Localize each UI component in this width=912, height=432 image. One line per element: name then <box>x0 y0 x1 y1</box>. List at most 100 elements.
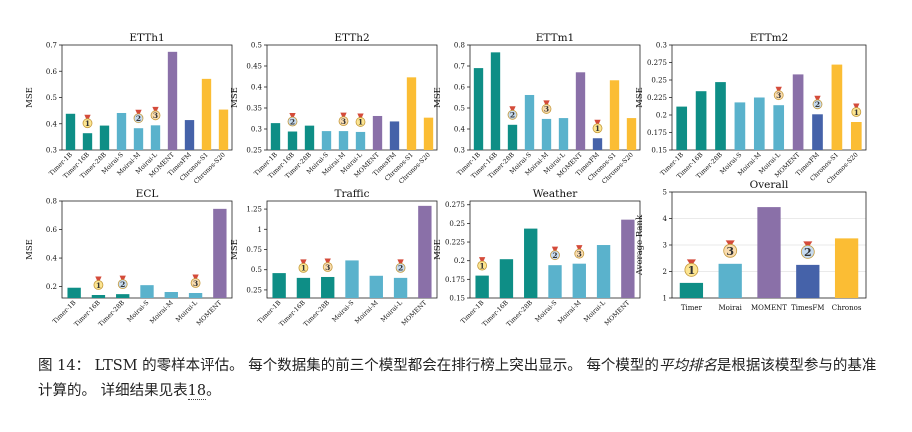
y-tick-label-4-0: 0.2 <box>46 283 57 291</box>
bar-5-2 <box>321 276 335 298</box>
medal-rank-label-0-5: 3 <box>153 111 158 120</box>
medal-ribbon-icon-3-5 <box>775 86 782 92</box>
medal-rank-label-5-2: 3 <box>325 263 330 272</box>
medal-ribbon-icon-6-3 <box>551 246 559 252</box>
medal-icon-3-5 <box>773 90 784 101</box>
caption-italic: 平均排名 <box>658 358 717 374</box>
y-axis-label-5: MSE <box>230 239 240 260</box>
medal-ribbon-icon-2-4 <box>543 100 550 106</box>
chart-title-7: Overall <box>750 179 789 191</box>
caption-text-1: LTSM 的零样本评估。 每个数据集的前三个模型都会在排行榜上突出显示。 每个模… <box>94 358 659 374</box>
medal-rank-label-5-5: 2 <box>398 264 403 273</box>
bar-4-1 <box>91 295 106 298</box>
y-tick-label-2-2: 0.5 <box>454 105 465 113</box>
axes-frame-4 <box>61 200 233 299</box>
y-tick-label-5-0: 0.25 <box>246 286 262 294</box>
y-tick-label-5-4: 1.25 <box>246 206 262 214</box>
medal-icon-2-4 <box>541 104 552 114</box>
y-tick-label-4-1: 0.4 <box>46 255 58 263</box>
x-tick-label-7-2: MOMENT <box>751 304 787 312</box>
bar-0-8 <box>201 78 212 150</box>
bar-5-5 <box>393 277 408 298</box>
medal-icon-4-1 <box>93 280 104 290</box>
medal-ribbon-icon-4-2 <box>119 275 126 281</box>
bar-2-1 <box>490 52 501 150</box>
y-tick-label-6-0: 0.15 <box>449 295 465 303</box>
y-axis-label-7: Average Rank <box>635 214 645 276</box>
bar-2-3 <box>524 94 535 150</box>
y-tick-label-5-2: 0.75 <box>246 246 262 254</box>
x-tick-label-5-6: MOMENT <box>400 299 428 327</box>
bar-1-7 <box>389 121 400 150</box>
medal-rank-label-4-5: 3 <box>193 279 198 288</box>
table-reference-link[interactable]: 18 <box>187 383 207 400</box>
chart-title-0: ETTh1 <box>129 32 164 44</box>
x-tick-label-4-3: Moirai-S <box>126 299 150 323</box>
medal-icon-3-9 <box>851 107 862 117</box>
bar-6-1 <box>499 259 514 298</box>
bar-1-2 <box>304 125 315 150</box>
bar-6-3 <box>548 265 562 298</box>
medal-rank-label-7-3: 2 <box>804 246 812 259</box>
medal-icon-6-0 <box>477 260 488 271</box>
y-axis-label-1: MSE <box>230 87 240 108</box>
y-tick-label-6-5: 0.275 <box>445 201 465 209</box>
bar-5-0 <box>272 273 286 298</box>
medal-ribbon-icon-5-5 <box>397 259 404 265</box>
y-tick-label-3-0: 0.15 <box>651 147 667 155</box>
bar-2-8 <box>609 80 620 150</box>
bar-3-0 <box>676 106 688 150</box>
bar-3-9 <box>850 122 862 150</box>
bar-7-3 <box>796 264 820 298</box>
medal-icon-7-1 <box>723 243 738 258</box>
y-tick-label-1-2: 0.35 <box>246 105 262 113</box>
y-tick-label-2-1: 0.4 <box>454 126 466 134</box>
y-tick-label-2-5: 0.8 <box>454 42 465 50</box>
y-axis-label-4: MSE <box>25 239 35 260</box>
x-tick-label-6-3: Moirai-S <box>534 299 558 323</box>
bar-4-5 <box>188 293 203 298</box>
medal-rank-label-1-5: 1 <box>358 118 363 127</box>
medal-icon-2-7 <box>592 123 603 134</box>
bar-0-6 <box>167 51 178 151</box>
y-tick-label-2-4: 0.7 <box>454 63 465 71</box>
medal-icon-5-5 <box>395 262 406 273</box>
chart-title-2: ETTm1 <box>536 32 575 44</box>
bar-7-1 <box>718 263 742 298</box>
bar-7-4 <box>834 238 859 298</box>
bar-2-4 <box>541 118 552 150</box>
bar-4-4 <box>164 292 178 298</box>
x-tick-label-5-4: Moirai-M <box>354 299 380 325</box>
bar-3-6 <box>792 74 804 150</box>
bar-4-2 <box>116 294 130 298</box>
y-axis-label-2: MSE <box>433 87 443 108</box>
medal-rank-label-4-1: 1 <box>96 281 101 290</box>
x-tick-label-4-5: Moirai-L <box>175 299 200 324</box>
bar-5-3 <box>345 260 359 298</box>
y-tick-label-6-3: 0.225 <box>445 239 465 247</box>
axes-frame-1 <box>266 44 438 151</box>
x-tick-label-6-4: Moirai-M <box>557 299 583 325</box>
y-axis-label-6: MSE <box>433 239 443 260</box>
y-tick-label-7-4: 5 <box>663 189 667 197</box>
x-tick-label-2-9: Chronos-S20 <box>601 151 635 185</box>
y-tick-label-5-3: 1 <box>258 226 262 234</box>
bar-2-0 <box>473 68 484 150</box>
bar-6-4 <box>572 263 586 298</box>
bar-5-6 <box>418 205 432 298</box>
y-tick-label-0-4: 0.7 <box>46 42 57 50</box>
x-tick-label-4-6: MOMENT <box>195 299 223 327</box>
medal-rank-label-6-0: 1 <box>480 261 485 270</box>
y-axis-label-3: MSE <box>635 87 645 108</box>
bar-4-3 <box>140 285 154 298</box>
medal-ribbon-icon-7-3 <box>803 241 813 247</box>
x-tick-label-4-4: Moirai-M <box>149 299 175 325</box>
medal-icon-6-4 <box>574 248 585 259</box>
medal-ribbon-icon-3-9 <box>853 103 860 109</box>
axes-frame-2 <box>469 44 641 151</box>
bar-7-0 <box>679 282 704 298</box>
bar-6-6 <box>621 219 635 298</box>
y-tick-label-6-4: 0.25 <box>449 220 465 228</box>
bar-0-4 <box>133 128 144 150</box>
medal-icon-3-7 <box>812 99 823 110</box>
